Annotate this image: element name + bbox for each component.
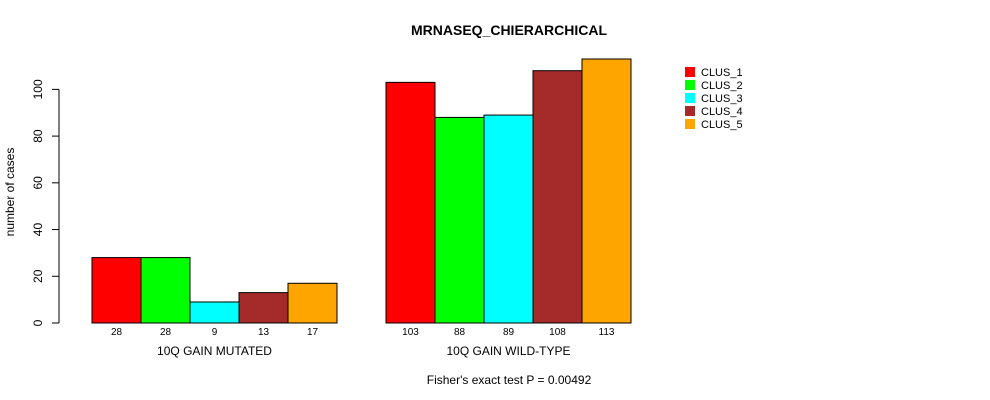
y-tick-label: 100 (31, 79, 45, 99)
bar (91, 257, 142, 324)
legend-swatch (685, 67, 695, 77)
bar-value-label: 103 (402, 327, 419, 338)
y-tick-label: 60 (31, 176, 45, 190)
bar-value-label: 9 (212, 327, 218, 338)
bar (385, 81, 436, 324)
y-tick-label: 0 (31, 319, 45, 326)
y-axis: 0 20 40 60 80 100 (31, 79, 60, 326)
y-tick-label: 40 (31, 223, 45, 237)
y-axis-label: number of cases (3, 148, 17, 237)
bar-value-label: 28 (111, 327, 123, 338)
legend-label: CLUS_5 (701, 119, 743, 131)
y-tick-label: 20 (31, 269, 45, 283)
bar-value-label: 108 (549, 327, 566, 338)
legend-swatch (685, 80, 695, 90)
legend-swatch (685, 106, 695, 116)
group-labels: 10Q GAIN MUTATED 10Q GAIN WILD-TYPE (157, 344, 570, 358)
bar (287, 282, 338, 324)
bar (581, 58, 632, 324)
group-label: 10Q GAIN MUTATED (157, 344, 272, 358)
footnote: Fisher's exact test P = 0.00492 (427, 373, 592, 387)
legend-label: CLUS_3 (701, 93, 743, 105)
bar-value-label: 28 (160, 327, 172, 338)
bar-value-label: 17 (307, 327, 319, 338)
bar (483, 114, 534, 324)
group-label: 10Q GAIN WILD-TYPE (446, 344, 570, 358)
legend-swatch (685, 119, 695, 129)
legend-label: CLUS_2 (701, 80, 743, 92)
bar (140, 257, 191, 324)
y-tick-label: 80 (31, 129, 45, 143)
chart-title: MRNASEQ_CHIERARCHICAL (411, 22, 607, 38)
bar (238, 292, 289, 324)
legend-label: CLUS_4 (701, 106, 743, 118)
bar-value-label: 13 (258, 327, 270, 338)
legend-swatch (685, 93, 695, 103)
bar (189, 301, 240, 324)
bars: 28 28 9 13 17 103 88 89 108 113 (91, 58, 632, 338)
bar-value-label: 113 (599, 327, 615, 338)
bar (532, 70, 583, 324)
bar-value-label: 89 (503, 327, 515, 338)
bar (434, 116, 485, 324)
legend-label: CLUS_1 (701, 67, 743, 79)
bar-value-label: 88 (454, 327, 466, 338)
